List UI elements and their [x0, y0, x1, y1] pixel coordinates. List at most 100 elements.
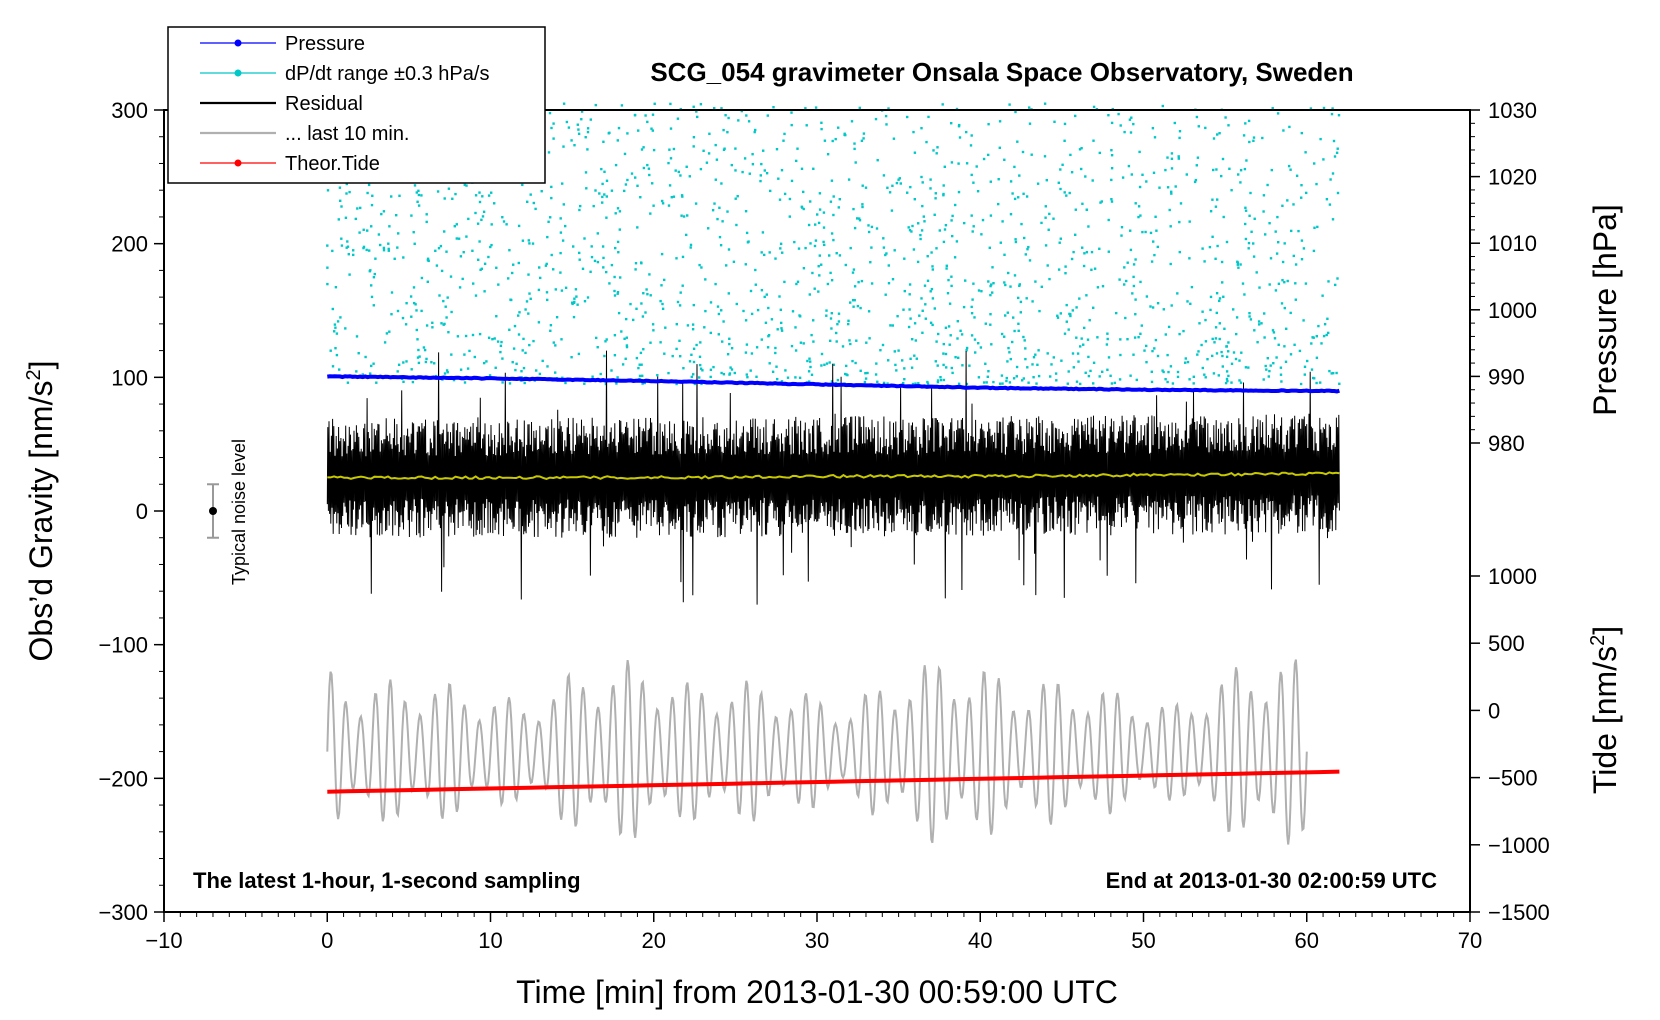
- dpdt-point: [1320, 342, 1323, 345]
- dpdt-point: [1297, 229, 1300, 233]
- dpdt-point: [997, 202, 1000, 206]
- dpdt-point: [1038, 309, 1041, 313]
- dpdt-point: [780, 380, 784, 383]
- dpdt-point: [790, 123, 793, 127]
- dpdt-point: [620, 104, 624, 107]
- dpdt-point: [501, 216, 504, 219]
- dpdt-point: [518, 311, 521, 314]
- dpdt-point: [845, 364, 848, 368]
- dpdt-point: [554, 344, 557, 347]
- dpdt-point: [1008, 351, 1011, 354]
- dpdt-point: [430, 361, 433, 364]
- dpdt-point: [1110, 198, 1113, 201]
- dpdt-point: [355, 370, 358, 373]
- dpdt-point: [1077, 360, 1080, 363]
- dpdt-point: [1166, 186, 1170, 189]
- dpdt-point: [1215, 311, 1218, 315]
- dpdt-point: [417, 189, 420, 192]
- dpdt-point: [1021, 379, 1024, 382]
- dpdt-point: [366, 191, 369, 195]
- dpdt-point: [1336, 277, 1339, 280]
- dpdt-point: [870, 246, 873, 249]
- dpdt-point: [524, 351, 527, 355]
- dpdt-point: [1244, 209, 1248, 212]
- dpdt-point: [1153, 253, 1156, 257]
- dpdt-point: [562, 145, 565, 148]
- dpdt-point: [874, 117, 878, 121]
- dpdt-point: [1208, 245, 1212, 249]
- dpdt-point: [1221, 365, 1224, 368]
- dpdt-point: [659, 299, 662, 303]
- dpdt-point: [1036, 182, 1040, 185]
- dpdt-point: [794, 349, 798, 352]
- dpdt-point: [479, 268, 482, 271]
- dpdt-point: [1152, 240, 1155, 243]
- dpdt-point: [1151, 349, 1154, 353]
- dpdt-point: [1001, 382, 1004, 385]
- dpdt-point: [1150, 370, 1153, 373]
- dpdt-point: [1075, 336, 1078, 339]
- dpdt-point: [1050, 363, 1053, 366]
- dpdt-point: [601, 182, 604, 186]
- dpdt-point: [370, 284, 373, 287]
- dpdt-point: [648, 173, 651, 177]
- annotation-right: End at 2013-01-30 02:00:59 UTC: [1106, 868, 1437, 893]
- dpdt-point: [1109, 374, 1112, 377]
- dpdt-point: [1299, 382, 1303, 386]
- dpdt-point: [526, 200, 529, 203]
- dpdt-point: [836, 378, 840, 382]
- dpdt-point: [929, 321, 933, 324]
- dpdt-point: [385, 332, 389, 335]
- dpdt-point: [1037, 374, 1041, 378]
- dpdt-point: [390, 291, 394, 294]
- dpdt-point: [1306, 359, 1309, 363]
- dpdt-point: [809, 200, 812, 203]
- dpdt-point: [938, 229, 941, 232]
- dpdt-point: [1119, 353, 1122, 357]
- dpdt-point: [1185, 173, 1188, 176]
- dpdt-point: [443, 372, 447, 375]
- dpdt-point: [1249, 318, 1253, 321]
- dpdt-point: [507, 277, 510, 280]
- dpdt-point: [661, 307, 665, 310]
- dpdt-point: [1220, 260, 1224, 264]
- dpdt-point: [818, 192, 822, 195]
- dpdt-point: [924, 303, 927, 306]
- dpdt-point: [1326, 317, 1329, 320]
- dpdt-point: [1069, 153, 1072, 157]
- dpdt-point: [1092, 139, 1095, 142]
- dpdt-point: [636, 184, 639, 187]
- dpdt-point: [945, 366, 948, 369]
- dpdt-point: [483, 262, 487, 265]
- dpdt-point: [637, 366, 640, 370]
- dpdt-point: [554, 288, 557, 291]
- dpdt-point: [1047, 228, 1050, 231]
- dpdt-point: [1300, 131, 1303, 135]
- dpdt-point: [1287, 164, 1291, 168]
- dpdt-point: [751, 163, 755, 166]
- dpdt-point: [559, 251, 562, 255]
- dpdt-point: [744, 319, 748, 322]
- dpdt-point: [449, 275, 453, 278]
- dpdt-point: [336, 320, 340, 323]
- dpdt-point: [499, 350, 502, 354]
- dpdt-point: [1332, 372, 1335, 375]
- dpdt-point: [468, 349, 471, 353]
- dpdt-point: [644, 311, 647, 314]
- dpdt-point: [1316, 225, 1319, 229]
- dpdt-point: [1096, 336, 1099, 339]
- dpdt-point: [1059, 312, 1062, 315]
- dpdt-point: [698, 263, 701, 267]
- dpdt-point: [860, 139, 864, 142]
- dpdt-point: [737, 119, 740, 122]
- dpdt-point: [1068, 312, 1071, 316]
- dpdt-point: [1310, 342, 1313, 345]
- dpdt-point: [1325, 198, 1329, 201]
- dpdt-point: [491, 338, 494, 341]
- dpdt-point: [783, 280, 786, 284]
- dpdt-point: [1056, 314, 1059, 317]
- dpdt-point: [860, 279, 864, 283]
- dpdt-point: [1211, 235, 1214, 238]
- dpdt-point: [1201, 366, 1204, 370]
- dpdt-point: [362, 228, 365, 231]
